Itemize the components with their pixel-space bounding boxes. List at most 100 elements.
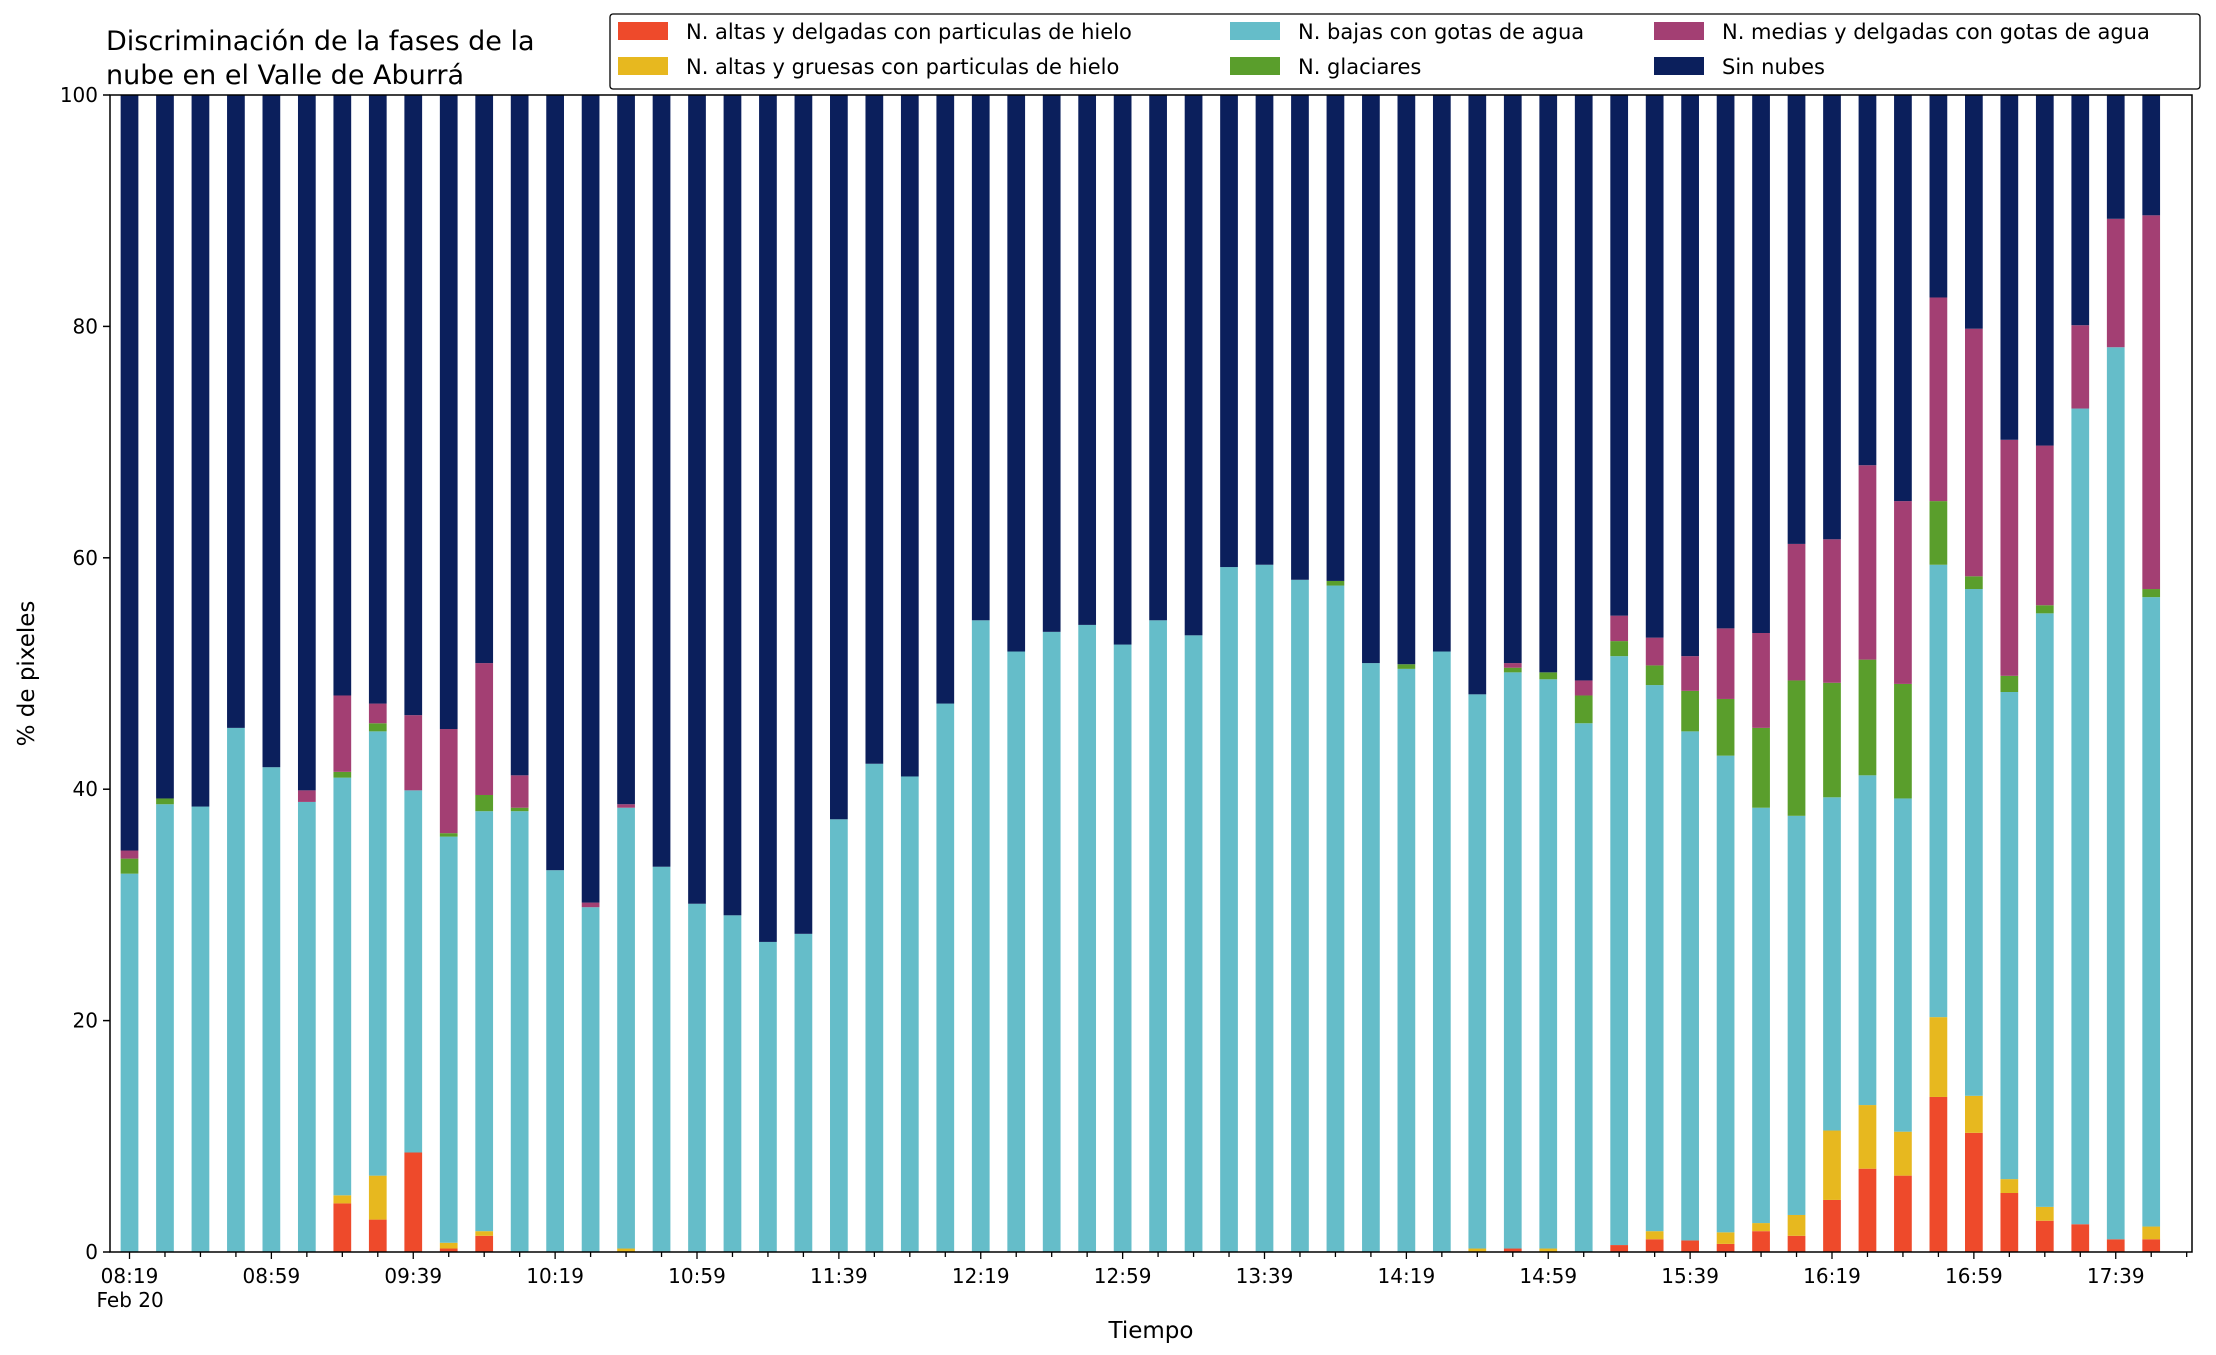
bar-segment: [1716, 628, 1735, 699]
bar-segment: [1397, 95, 1416, 665]
bar-stack-area: [120, 95, 2161, 1252]
bar-segment: [475, 1235, 494, 1252]
x-tick-label: 10:19: [526, 1264, 584, 1288]
bar-segment: [510, 811, 529, 1252]
bar-segment: [333, 777, 352, 1196]
bar-segment: [2142, 215, 2161, 590]
legend-entry-label: Sin nubes: [1722, 55, 1825, 79]
x-tick-label: 08:19: [101, 1264, 159, 1288]
bar-segment: [1823, 1199, 1841, 1252]
bar-segment: [1681, 95, 1699, 657]
bar-segment: [936, 95, 955, 704]
bar-segment: [1468, 95, 1487, 695]
y-tick-label: 0: [85, 1240, 98, 1264]
bar-segment: [1610, 656, 1629, 1246]
bar-segment: [723, 915, 742, 1252]
bar-segment: [1681, 731, 1699, 1241]
bar-segment: [1291, 579, 1309, 1252]
bar-segment: [1574, 695, 1593, 724]
bar-segment: [1858, 465, 1877, 660]
bar-segment: [2071, 408, 2090, 1225]
bar-segment: [1432, 651, 1451, 1252]
bar-segment: [1645, 1239, 1664, 1252]
x-tick-label: 12:19: [952, 1264, 1010, 1288]
bar-segment: [2000, 95, 2019, 440]
bar-segment: [1610, 1245, 1629, 1252]
bar-segment: [652, 95, 671, 867]
bar-segment: [1610, 641, 1629, 657]
bar-segment: [2071, 325, 2090, 409]
bar-segment: [1220, 95, 1238, 568]
bar-segment: [1184, 95, 1203, 636]
bar-segment: [1645, 685, 1664, 1232]
legend-box: [609, 13, 2201, 90]
bar-segment: [1929, 1017, 1948, 1097]
legend-swatch: [618, 57, 668, 75]
bar-segment: [510, 95, 529, 776]
bar-segment: [1397, 664, 1416, 669]
x-tick-label: 08:59: [243, 1264, 301, 1288]
bar-segment: [617, 807, 635, 1249]
bar-segment: [333, 1195, 352, 1204]
legend-entry-label: N. altas y gruesas con particulas de hie…: [686, 55, 1119, 79]
bar-segment: [1220, 567, 1238, 1252]
bar-segment: [1858, 95, 1877, 466]
bar-segment: [1503, 95, 1522, 664]
bar-segment: [439, 1248, 458, 1252]
bar-segment: [262, 767, 281, 1252]
bar-segment: [2035, 605, 2054, 614]
y-tick-label: 40: [73, 777, 98, 801]
bar-segment: [1752, 807, 1770, 1224]
bar-segment: [759, 941, 777, 1252]
bar-segment: [1823, 682, 1841, 798]
bar-segment: [794, 95, 813, 934]
bar-segment: [2142, 1239, 2161, 1252]
bar-segment: [1787, 1235, 1806, 1252]
bar-segment: [936, 703, 955, 1252]
bar-segment: [2035, 445, 2054, 606]
bar-segment: [1858, 659, 1877, 776]
bar-segment: [1858, 775, 1877, 1106]
bar-segment: [368, 723, 387, 732]
bar-segment: [297, 790, 316, 802]
bar-segment: [1326, 585, 1345, 1252]
bar-segment: [1610, 95, 1629, 616]
bar-segment: [1255, 564, 1274, 1252]
bar-segment: [333, 771, 352, 778]
bar-segment: [1078, 624, 1097, 1252]
legend-entry-label: N. bajas con gotas de agua: [1298, 20, 1584, 44]
y-tick-label: 60: [73, 546, 98, 570]
bar-segment: [1042, 631, 1061, 1252]
x-tick-label: 13:39: [1236, 1264, 1294, 1288]
bar-segment: [1965, 589, 1983, 1096]
legend-swatch: [618, 22, 668, 40]
x-tick-label: 15:39: [1661, 1264, 1719, 1288]
bar-segment: [723, 95, 742, 916]
bar-segment: [546, 95, 564, 871]
bar-segment: [404, 790, 423, 1153]
bar-segment: [688, 95, 706, 904]
bar-segment: [1362, 663, 1380, 1252]
x-tick-label: 09:39: [384, 1264, 442, 1288]
legend-entry-label: N. glaciares: [1298, 55, 1421, 79]
bar-segment: [2000, 675, 2019, 693]
bar-segment: [1787, 1214, 1806, 1236]
bar-segment: [1042, 95, 1061, 632]
bar-segment: [439, 729, 458, 834]
legend-entry-label: N. medias y delgadas con gotas de agua: [1722, 20, 2150, 44]
bar-segment: [1645, 1231, 1664, 1240]
bar-segment: [2106, 95, 2125, 219]
bar-segment: [2142, 95, 2161, 216]
bar-segment: [1149, 620, 1167, 1252]
bar-segment: [1894, 1175, 1912, 1252]
bar-segment: [227, 727, 245, 1252]
bar-segment: [404, 1152, 423, 1252]
x-tick-label: 10:59: [668, 1264, 726, 1288]
bar-segment: [1539, 95, 1558, 673]
bar-segment: [2142, 589, 2161, 598]
bar-segment: [1929, 564, 1948, 1018]
bar-segment: [1574, 680, 1593, 696]
bar-segment: [368, 703, 387, 724]
bar-segment: [262, 95, 281, 768]
bar-segment: [2142, 597, 2161, 1227]
